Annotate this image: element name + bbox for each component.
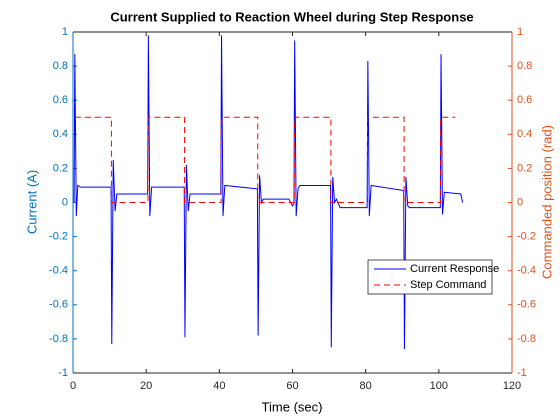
legend-box — [367, 259, 493, 295]
y2-tick-label: 0.8 — [517, 60, 532, 72]
y-tick-label: -1 — [58, 367, 68, 379]
y-tick-label: -0.6 — [49, 299, 68, 311]
x-axis-label: Time (sec) — [262, 399, 323, 414]
y-tick-label: 0.2 — [53, 162, 68, 174]
chart-title: Current Supplied to Reaction Wheel durin… — [110, 9, 473, 24]
x-tick-label: 120 — [503, 380, 521, 392]
y-tick-label: -0.4 — [49, 265, 68, 277]
x-tick-label: 20 — [140, 380, 152, 392]
x-tick-label: 100 — [430, 380, 448, 392]
data-line — [73, 35, 464, 350]
y2-tick-label: -0.4 — [517, 265, 536, 277]
y2-tick-label: -0.2 — [517, 231, 536, 243]
x-tick-label: 40 — [213, 380, 225, 392]
y2-tick-label: 1 — [517, 26, 523, 38]
y2-tick-label: -1 — [517, 367, 527, 379]
legend-label: Current Response — [410, 263, 499, 275]
y-tick-label: 0.8 — [53, 60, 68, 72]
y-tick-label: 1 — [62, 26, 68, 38]
y2-axis-label: Commanded position (rad) — [539, 125, 554, 279]
y2-tick-label: 0.2 — [517, 162, 532, 174]
y2-tick-label: -0.6 — [517, 299, 536, 311]
y-tick-label: 0 — [62, 196, 68, 208]
y-tick-label: -0.2 — [49, 231, 68, 243]
x-tick-label: 80 — [360, 380, 372, 392]
legend-label: Step Command — [410, 279, 486, 291]
y-axis-label: Current (A) — [24, 170, 39, 234]
data-line — [74, 116, 456, 203]
x-tick-label: 0 — [70, 380, 76, 392]
y2-tick-label: 0.6 — [517, 94, 532, 106]
x-tick-label: 60 — [286, 380, 298, 392]
y-tick-label: 0.6 — [53, 94, 68, 106]
y-tick-label: -0.8 — [49, 333, 68, 345]
y2-tick-label: 0 — [517, 196, 523, 208]
y2-tick-label: 0.4 — [517, 128, 532, 140]
y-tick-label: 0.4 — [53, 128, 68, 140]
y2-tick-label: -0.8 — [517, 333, 536, 345]
